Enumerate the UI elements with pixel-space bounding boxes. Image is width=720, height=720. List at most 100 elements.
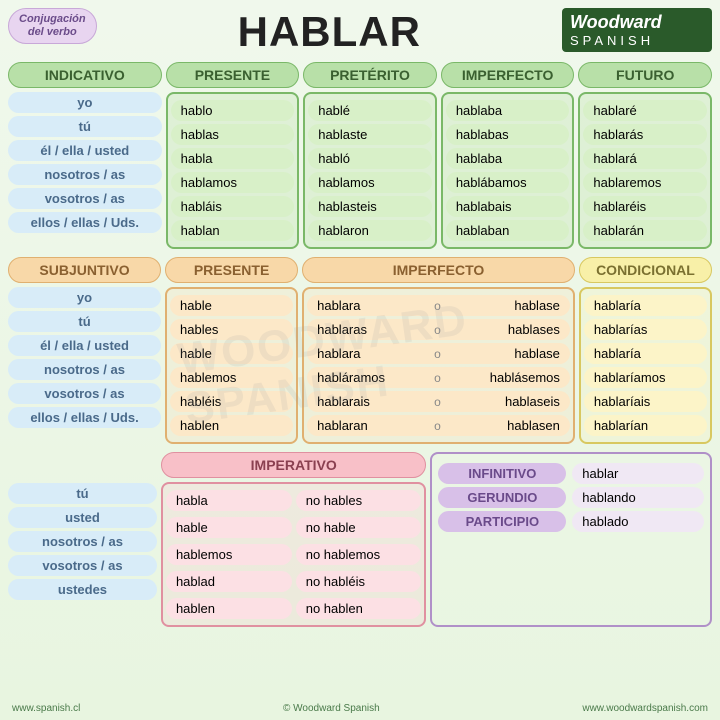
subj-imperfecto-box: hablaraohablasehablarasohablaseshablarao… [302, 287, 575, 444]
pronoun-column: tú usted nosotros / as vosotros / as ustedes [8, 483, 157, 600]
pronoun-cell: vosotros / as [8, 188, 162, 209]
verb-title: HABLAR [105, 8, 554, 56]
footer-right: www.woodwardspanish.com [582, 703, 708, 714]
conjugation-cell: hablaré [583, 100, 707, 121]
tense-header-condicional: CONDICIONAL [579, 257, 712, 283]
conjugation-cell: hable [170, 343, 293, 364]
badge-line1: Conjugación [19, 13, 86, 26]
conjugation-cell: hablo [171, 100, 295, 121]
conjugation-cell: hablaraohablase [307, 295, 570, 316]
pronoun-cell: usted [8, 507, 157, 528]
subj-presente-box: hable hables hable hablemos habléis hablen [165, 287, 298, 444]
conjugation-cell: hablaría [584, 295, 707, 316]
badge-line2: del verbo [19, 26, 86, 39]
pronoun-cell: nosotros / as [8, 531, 157, 552]
conjugation-cell: hablarían [584, 415, 707, 436]
conjugation-cell: hablaranohablasen [307, 415, 570, 436]
pronoun-cell: nosotros / as [8, 359, 161, 380]
nf-gerundio: hablando [572, 487, 704, 508]
pronoun-cell: tú [8, 116, 162, 137]
conjugation-cell: hablasteis [308, 196, 432, 217]
conjugation-cell: hablaríamos [584, 367, 707, 388]
footer-left: www.spanish.cl [12, 703, 80, 714]
pronoun-cell: él / ella / usted [8, 335, 161, 356]
conjugation-cell: hablaríais [584, 391, 707, 412]
pronoun-cell: ellos / ellas / Uds. [8, 407, 161, 428]
conjugation-chart: WOODWARD SPANISH Conjugación del verbo H… [0, 0, 720, 720]
tense-header-imperfecto: IMPERFECTO [441, 62, 575, 88]
tense-header-subj-imperfecto: IMPERFECTO [302, 257, 575, 283]
mood-header-imperativo: IMPERATIVO [161, 452, 427, 478]
pronoun-cell: ellos / ellas / Uds. [8, 212, 162, 233]
conjugation-cell: hablamos [171, 172, 295, 193]
imperativo-cell: no hable [296, 517, 422, 538]
tense-header-subj-presente: PRESENTE [165, 257, 298, 283]
pronoun-cell: vosotros / as [8, 555, 157, 576]
conjugation-cell: habléis [170, 391, 293, 412]
conjugation-cell: hablaban [446, 220, 570, 241]
conjugation-cell: hablabas [446, 124, 570, 145]
imperativo-cell: hablen [166, 598, 292, 619]
conjugation-cell: hablé [308, 100, 432, 121]
conjugation-cell: habláramosohablásemos [307, 367, 570, 388]
header-row: Conjugación del verbo HABLAR Woodward SP… [8, 8, 712, 56]
conjugation-cell: hablaremos [583, 172, 707, 193]
brand-logo: Woodward SPANISH [562, 8, 712, 52]
pronoun-cell: yo [8, 92, 162, 113]
pronoun-cell: vosotros / as [8, 383, 161, 404]
nf-infinitivo: hablar [572, 463, 704, 484]
mood-header-indicativo: INDICATIVO [8, 62, 162, 88]
logo-sub: SPANISH [570, 33, 704, 48]
pronoun-cell: él / ella / usted [8, 140, 162, 161]
conjugation-cell: hable [170, 295, 293, 316]
imperativo-cell: hable [166, 517, 292, 538]
logo-brand: Woodward [570, 12, 704, 33]
footer: www.spanish.cl © Woodward Spanish www.wo… [12, 703, 708, 714]
pronoun-cell: tú [8, 311, 161, 332]
tense-header-preterito: PRETÉRITO [303, 62, 437, 88]
conjugation-cell: hablaría [584, 343, 707, 364]
bottom-section: tú usted nosotros / as vosotros / as ustedes… [8, 452, 712, 627]
pronoun-column: yotúél / ella / ustednosotros / asvosotr… [8, 287, 161, 428]
mood-header-subjuntivo: SUBJUNTIVO [8, 257, 161, 283]
pronoun-cell: nosotros / as [8, 164, 162, 185]
ind-futuro-box: hablaréhablaráshablaráhablaremoshablaréi… [578, 92, 712, 249]
nf-header-gerundio: GERUNDIO [438, 487, 566, 508]
imperativo-cell: hablemos [166, 544, 292, 565]
nf-participio: hablado [572, 511, 704, 532]
nf-header-participio: PARTICIPIO [438, 511, 566, 532]
conjugation-cell: hablen [170, 415, 293, 436]
conjugation-cell: hablaron [308, 220, 432, 241]
conjugation-cell: hablarías [584, 319, 707, 340]
imperativo-cell: no hablemos [296, 544, 422, 565]
conjugation-cell: habla [171, 148, 295, 169]
conjugation-cell: hablaba [446, 100, 570, 121]
tense-header-presente: PRESENTE [166, 62, 300, 88]
footer-center: © Woodward Spanish [283, 703, 380, 714]
conjugation-cell: hablará [583, 148, 707, 169]
conjugation-cell: hablaste [308, 124, 432, 145]
conjugation-cell: hablaba [446, 148, 570, 169]
conjugation-cell: hablan [171, 220, 295, 241]
conjugation-cell: hablaraohablase [307, 343, 570, 364]
imperativo-cell: no habléis [296, 571, 422, 592]
conjugation-cell: hablaraisohablaseis [307, 391, 570, 412]
condicional-box: hablaría hablarías hablaría hablaríamos habl… [579, 287, 712, 444]
conjugation-cell: hablas [171, 124, 295, 145]
imperativo-cell: no hablen [296, 598, 422, 619]
conjugation-cell: hablemos [170, 367, 293, 388]
pronoun-cell: ustedes [8, 579, 157, 600]
nonfinite-box: INFINITIVO hablar GERUNDIO hablando PART… [430, 452, 712, 627]
imperativo-cell: habla [166, 490, 292, 511]
pronoun-cell: tú [8, 483, 157, 504]
ind-presente-box: hablohablashablahablamoshabláishablan [166, 92, 300, 249]
conjugation-cell: hablábamos [446, 172, 570, 193]
imperativo-cell: hablad [166, 571, 292, 592]
indicativo-section: INDICATIVO yo tú él / ella / usted nosotros… [8, 62, 712, 249]
imperativo-box: hablano hableshableno hablehablemosno ha… [161, 482, 427, 627]
tense-header-futuro: FUTURO [578, 62, 712, 88]
conjugation-cell: hables [170, 319, 293, 340]
pronoun-column: yo tú él / ella / usted nosotros / as vosotr… [8, 92, 162, 233]
subjuntivo-section: SUBJUNTIVO yotúél / ella / ustednosotros… [8, 257, 712, 444]
ind-imperfecto-box: hablabahablabashablabahablábamoshablabai… [441, 92, 575, 249]
